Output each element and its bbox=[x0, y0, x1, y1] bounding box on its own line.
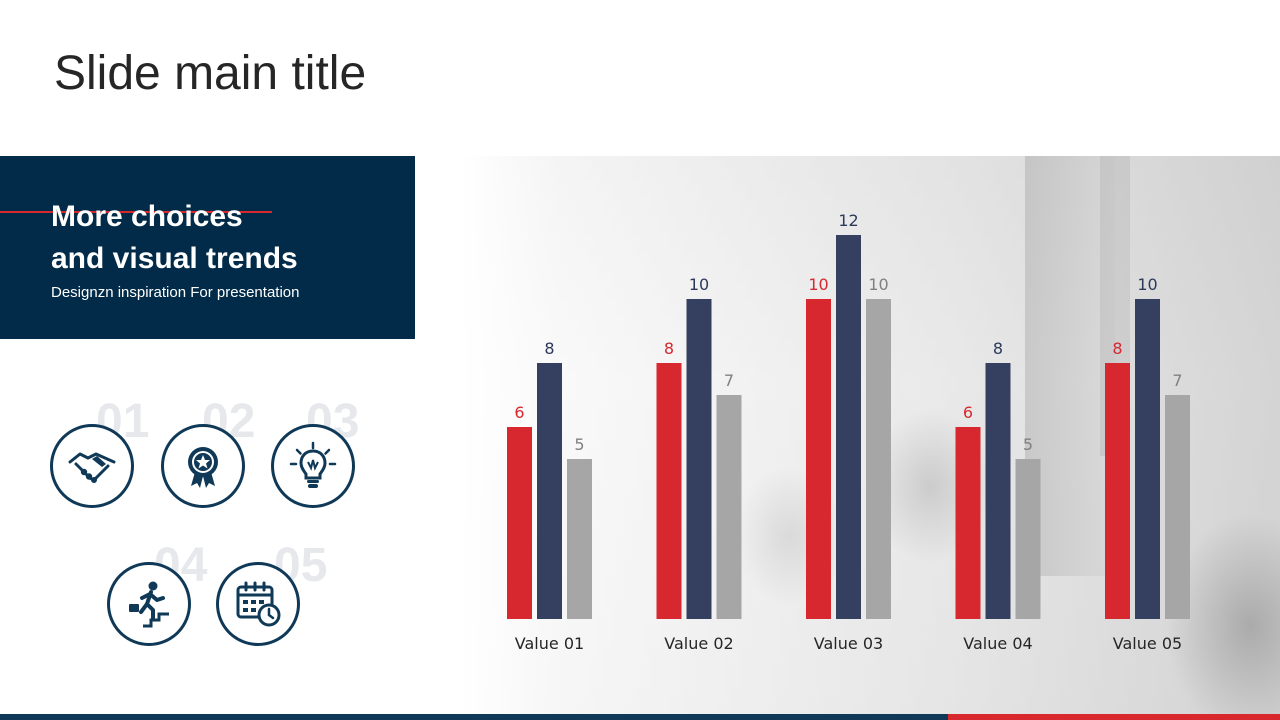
category-label-4: Value 04 bbox=[963, 634, 1032, 653]
data-label-3-series-3: 10 bbox=[868, 275, 888, 294]
banner-subtitle: Designzn inspiration For presentation bbox=[51, 284, 300, 301]
data-label-5-series-3: 7 bbox=[1172, 371, 1182, 390]
bar-1-series-3 bbox=[567, 459, 592, 619]
step-icon-circle-01 bbox=[50, 424, 134, 508]
climbing-stairs-icon bbox=[129, 581, 169, 628]
bar-4-series-1 bbox=[955, 427, 981, 619]
data-label-2-series-1: 8 bbox=[664, 339, 674, 358]
bar-2-series-2 bbox=[686, 299, 712, 619]
bar-3-series-1 bbox=[806, 299, 831, 619]
bottom-bar-red bbox=[948, 714, 1280, 720]
bar-5-series-3 bbox=[1165, 395, 1190, 619]
data-label-5-series-1: 8 bbox=[1112, 339, 1122, 358]
bar-5-series-1 bbox=[1105, 363, 1130, 619]
data-label-4-series-3: 5 bbox=[1023, 435, 1033, 454]
banner-heading-line2: and visual trends bbox=[51, 242, 298, 275]
data-label-1-series-2: 8 bbox=[544, 339, 554, 358]
lightbulb-icon bbox=[289, 441, 337, 488]
step-icon-circle-02 bbox=[161, 424, 245, 508]
award-ribbon-icon bbox=[188, 447, 218, 488]
data-label-1-series-3: 5 bbox=[574, 435, 584, 454]
step-icon-circle-03 bbox=[271, 424, 355, 508]
bar-4-series-2 bbox=[985, 363, 1011, 619]
bar-3-series-2 bbox=[836, 235, 861, 619]
data-label-5-series-2: 10 bbox=[1137, 275, 1157, 294]
category-label-1: Value 01 bbox=[515, 634, 584, 653]
slide-title: Slide main title bbox=[54, 47, 367, 100]
step-icon-circle-04 bbox=[107, 562, 191, 646]
banner-accent-line bbox=[0, 211, 272, 213]
bar-1-series-2 bbox=[537, 363, 562, 619]
data-label-3-series-1: 10 bbox=[808, 275, 828, 294]
category-label-5: Value 05 bbox=[1113, 634, 1182, 653]
step-icon-circle-05 bbox=[216, 562, 300, 646]
banner-box: More choices and visual trends Designzn … bbox=[0, 156, 415, 339]
bar-2-series-1 bbox=[656, 363, 682, 619]
bar-1-series-1 bbox=[507, 427, 532, 619]
bar-2-series-3 bbox=[716, 395, 742, 619]
category-label-3: Value 03 bbox=[814, 634, 883, 653]
bar-5-series-2 bbox=[1135, 299, 1160, 619]
handshake-icon bbox=[68, 452, 116, 483]
bottom-bar-navy bbox=[0, 714, 948, 720]
banner-heading: More choices and visual trends bbox=[51, 196, 298, 280]
category-label-2: Value 02 bbox=[664, 634, 733, 653]
calendar-clock-icon bbox=[236, 581, 281, 627]
data-label-1-series-1: 6 bbox=[514, 403, 524, 422]
data-label-4-series-2: 8 bbox=[993, 339, 1003, 358]
data-label-2-series-3: 7 bbox=[724, 371, 734, 390]
bar-3-series-3 bbox=[866, 299, 891, 619]
bar-4-series-3 bbox=[1015, 459, 1041, 619]
data-label-2-series-2: 10 bbox=[689, 275, 709, 294]
data-label-4-series-1: 6 bbox=[963, 403, 973, 422]
data-label-3-series-2: 12 bbox=[838, 211, 858, 230]
banner-heading-line1: More choices bbox=[51, 200, 243, 233]
